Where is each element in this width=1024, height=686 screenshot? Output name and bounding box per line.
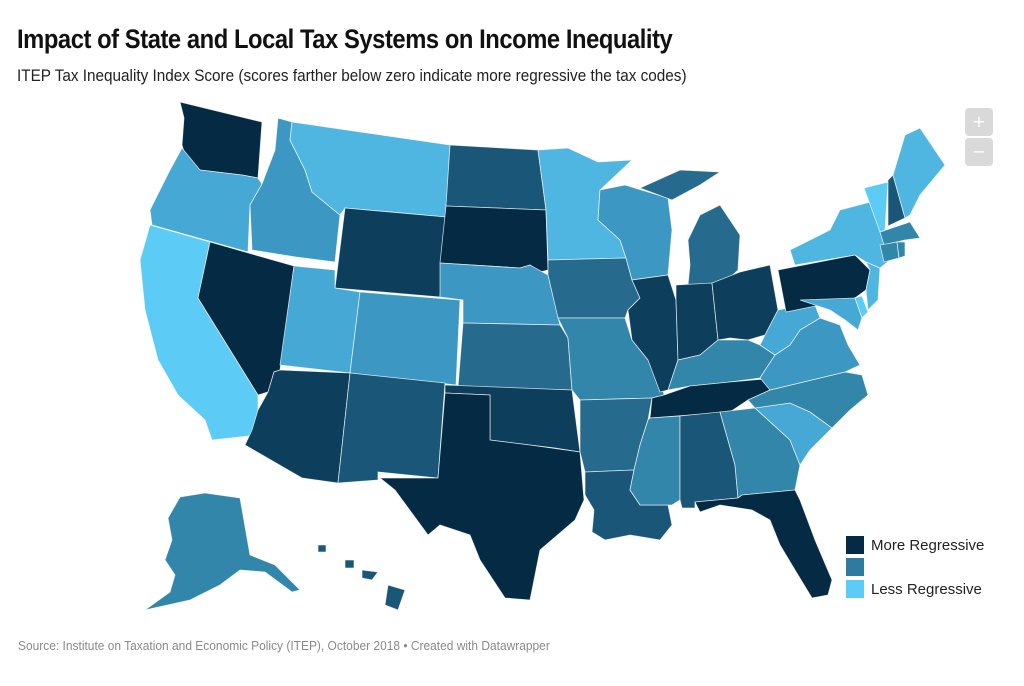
legend-swatch xyxy=(846,580,864,598)
state-colorado[interactable] xyxy=(349,291,461,386)
legend-item-less-regressive: Less Regressive xyxy=(846,578,984,600)
map-legend: More Regressive Less Regressive xyxy=(846,534,984,600)
state-delaware[interactable] xyxy=(854,295,869,319)
state-west-virginia[interactable] xyxy=(759,299,821,356)
state-wyoming[interactable] xyxy=(334,207,447,298)
chart-title: Impact of State and Local Tax Systems on… xyxy=(17,24,673,54)
state-michigan[interactable] xyxy=(638,169,741,286)
zoom-in-button[interactable]: + xyxy=(965,108,993,136)
state-iowa[interactable] xyxy=(547,257,641,319)
state-kansas[interactable] xyxy=(457,322,573,391)
state-south-dakota[interactable] xyxy=(439,205,549,273)
state-rhode-island[interactable] xyxy=(896,241,906,259)
legend-label: More Regressive xyxy=(871,536,985,554)
state-florida[interactable] xyxy=(694,489,833,599)
legend-label: Less Regressive xyxy=(871,580,982,598)
state-massachusetts[interactable] xyxy=(879,221,921,246)
zoom-out-button[interactable]: − xyxy=(965,138,993,166)
state-hawaii[interactable] xyxy=(317,544,406,611)
legend-swatch xyxy=(846,536,864,554)
state-texas[interactable] xyxy=(378,392,585,601)
state-maine[interactable] xyxy=(892,127,946,219)
us-choropleth-map[interactable] xyxy=(0,90,1024,620)
legend-item-middle xyxy=(846,556,984,578)
legend-item-more-regressive: More Regressive xyxy=(846,534,984,556)
chart-subtitle: ITEP Tax Inequality Index Score (scores … xyxy=(17,66,687,85)
state-alaska[interactable] xyxy=(144,492,301,611)
state-illinois[interactable] xyxy=(627,274,679,393)
source-note: Source: Institute on Taxation and Econom… xyxy=(18,638,550,653)
map-canvas[interactable] xyxy=(0,90,1024,620)
legend-swatch xyxy=(846,558,864,576)
state-new-mexico[interactable] xyxy=(337,372,446,484)
state-north-dakota[interactable] xyxy=(445,144,547,211)
